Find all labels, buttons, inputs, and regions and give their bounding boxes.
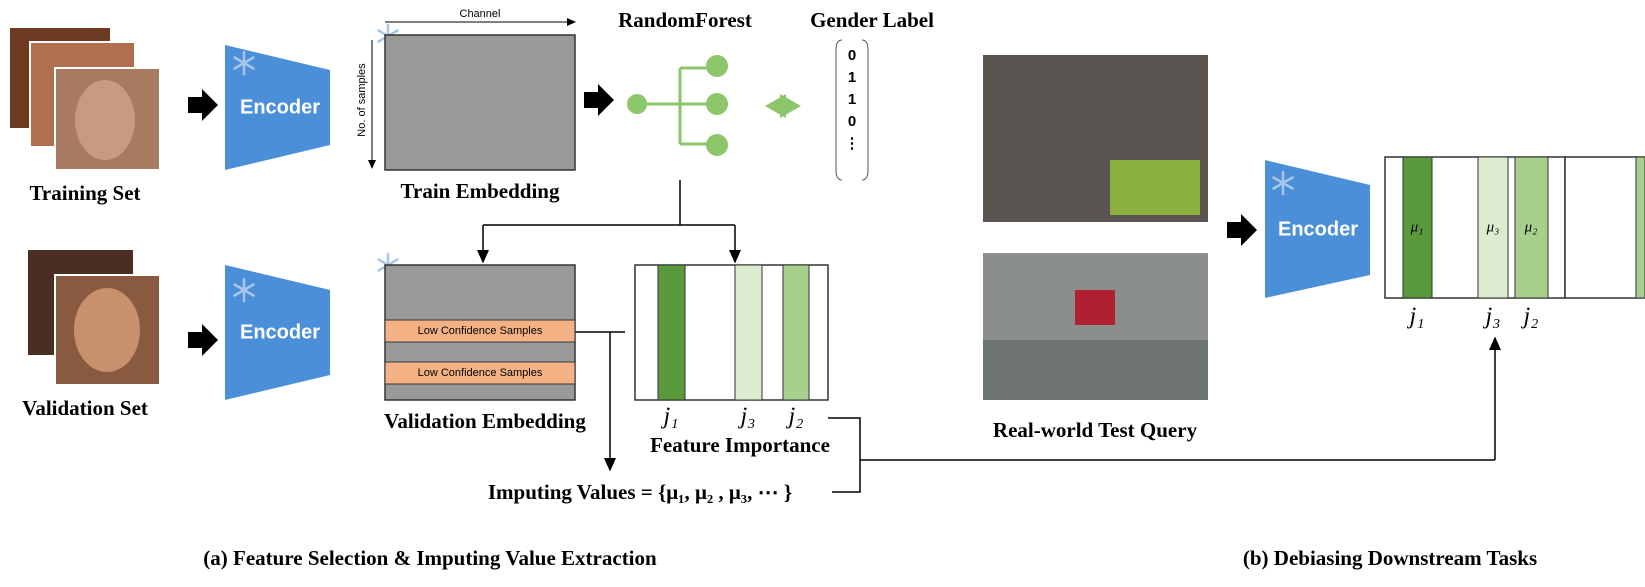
label: RandomForest	[618, 8, 752, 32]
label: Validation Set	[22, 396, 148, 420]
gender-value: 1	[848, 69, 856, 86]
label: Gender Label	[810, 8, 934, 32]
test-images	[983, 55, 1208, 400]
gender-value: 0	[848, 113, 856, 130]
tree-icon	[640, 68, 710, 144]
label: Real-world Test Query	[993, 418, 1198, 442]
encoder-label: Encoder	[1278, 218, 1358, 240]
encoder-label: Encoder	[240, 96, 320, 118]
validation-images	[28, 250, 160, 385]
bar-label: μ₂	[1524, 219, 1538, 235]
feature-label: j₂	[785, 404, 803, 430]
encoder-label: Encoder	[240, 321, 320, 343]
feature-label: j₁	[660, 404, 678, 430]
train-embedding	[385, 35, 575, 170]
feature-label: j₁	[1406, 304, 1424, 330]
gender-value: 0	[848, 47, 856, 64]
gender-value: ⋮	[845, 135, 860, 152]
gender-value: 1	[848, 91, 856, 108]
label: Imputing Values = {μ₁, μ₂ , μ₃, ⋯ }	[488, 480, 792, 504]
axis-label: No. of samples	[356, 63, 368, 137]
feature-label: j₃	[737, 404, 755, 430]
bar-label: μ₃	[1486, 219, 1500, 235]
training-images	[10, 28, 160, 170]
bar-label: μ₁	[1410, 219, 1424, 235]
feature-label: j₃	[1482, 304, 1500, 330]
label: Feature Importance	[650, 433, 830, 457]
diagram: Training Set Encoder Channel No. of samp…	[0, 0, 1645, 587]
feature-label: j₂	[1520, 304, 1538, 330]
low-confidence-label: Low Confidence Samples	[418, 325, 543, 337]
label: Validation Embedding	[384, 409, 586, 433]
low-confidence-label: Low Confidence Samples	[418, 367, 543, 379]
label: Training Set	[29, 181, 140, 205]
caption: (b) Debiasing Downstream Tasks	[1243, 546, 1537, 570]
axis-label: Channel	[460, 8, 501, 20]
label: Train Embedding	[401, 179, 560, 203]
caption: (a) Feature Selection & Imputing Value E…	[203, 546, 657, 570]
